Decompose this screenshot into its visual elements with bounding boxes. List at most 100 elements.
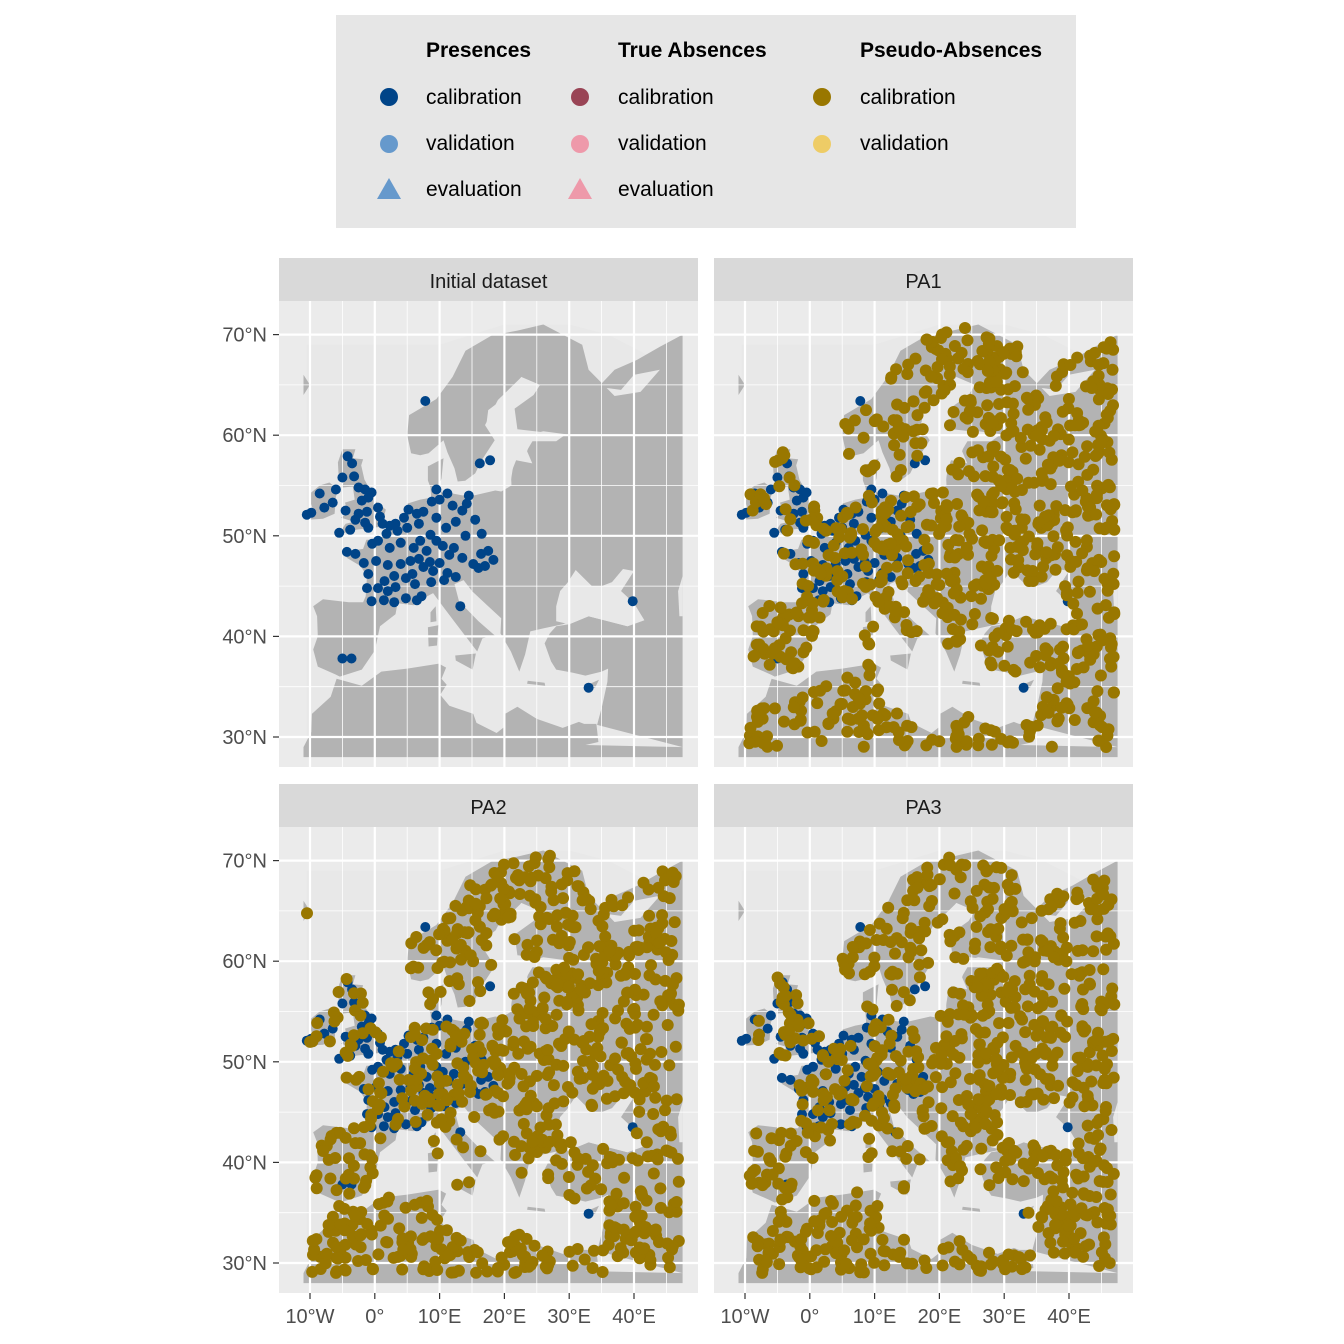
pseudo-absence-point	[1097, 888, 1110, 901]
pseudo-absence-point	[1031, 1087, 1044, 1100]
presence-point	[855, 396, 866, 406]
presence-point	[470, 514, 481, 525]
pseudo-absence-point	[996, 496, 1009, 509]
pseudo-absence-point	[983, 881, 996, 894]
presence-point	[461, 498, 472, 509]
pseudo-absence-point	[1094, 1002, 1107, 1015]
corsica	[865, 606, 872, 623]
pseudo-absence-point	[779, 1049, 792, 1062]
pseudo-absence-point	[494, 1043, 507, 1056]
pseudo-absence-point	[808, 1215, 821, 1228]
pseudo-absence-point	[330, 1265, 343, 1278]
pseudo-absence-point	[1100, 499, 1113, 512]
pseudo-absence-point	[954, 613, 967, 626]
presence-point	[476, 528, 487, 539]
pseudo-absence-point	[1094, 669, 1107, 682]
pseudo-absence-point	[784, 1036, 797, 1049]
presence-point	[431, 1010, 442, 1021]
presence-point	[425, 529, 436, 540]
pseudo-absence-point	[819, 1243, 832, 1256]
x-tick-label: 30°E	[547, 1306, 591, 1328]
presence-point	[416, 591, 427, 602]
presence-point	[373, 502, 383, 513]
pseudo-absence-point	[1039, 1046, 1052, 1059]
pseudo-absence-point	[1062, 402, 1075, 415]
pseudo-absence-point	[1068, 916, 1081, 929]
pseudo-absence-point	[771, 739, 783, 752]
pseudo-absence-point	[1021, 933, 1034, 946]
pseudo-absence-point	[940, 1136, 953, 1149]
legend-key-absence-calibration	[571, 88, 589, 106]
pseudo-absence-point	[860, 1080, 873, 1093]
pseudo-absence-point	[941, 1015, 954, 1028]
pseudo-absence-point	[969, 1121, 982, 1134]
pseudo-absence-point	[659, 974, 672, 987]
pseudo-absence-point	[991, 564, 1004, 577]
pseudo-absence-point	[1064, 1198, 1077, 1211]
pseudo-absence-point	[868, 1256, 881, 1269]
pseudo-absence-point	[900, 624, 913, 637]
pseudo-absence-point	[1101, 584, 1114, 597]
pseudo-absence-point	[1074, 1051, 1087, 1064]
pseudo-absence-point	[944, 859, 957, 872]
pseudo-absence-point	[790, 606, 803, 619]
pseudo-absence-point	[913, 1153, 926, 1166]
pseudo-absence-point	[480, 892, 493, 905]
pseudo-absence-point	[988, 725, 1001, 738]
pseudo-absence-point	[936, 607, 949, 620]
pseudo-absence-point	[907, 1063, 920, 1075]
pseudo-absence-point	[442, 1249, 454, 1262]
pseudo-absence-point	[608, 1230, 620, 1243]
presence-point	[455, 601, 466, 612]
pseudo-absence-point	[392, 1045, 405, 1058]
pseudo-absence-point	[306, 1265, 319, 1278]
pseudo-absence-point	[542, 1118, 555, 1131]
pseudo-absence-point	[885, 1068, 897, 1081]
pseudo-absence-point	[863, 669, 876, 682]
presence-point	[400, 593, 411, 604]
pseudo-absence-point	[851, 1186, 864, 1199]
pseudo-absence-point	[911, 871, 924, 884]
pseudo-absence-point	[868, 415, 881, 428]
pseudo-absence-point	[608, 1221, 621, 1234]
pseudo-absence-point	[489, 1056, 502, 1069]
pseudo-absence-point	[362, 1083, 375, 1096]
pseudo-absence-point	[795, 1114, 808, 1127]
pseudo-absence-point	[311, 1017, 324, 1029]
pseudo-absence-point	[1095, 1246, 1108, 1259]
pseudo-absence-point	[845, 546, 858, 559]
pseudo-absence-point	[330, 1240, 343, 1253]
pseudo-absence-point	[455, 953, 468, 966]
pseudo-absence-point	[990, 1088, 1003, 1101]
pseudo-absence-point	[543, 1135, 556, 1148]
pseudo-absence-point	[585, 1098, 598, 1111]
x-tick-label: 0°	[800, 1306, 819, 1328]
pseudo-absence-point	[617, 1197, 630, 1210]
pseudo-absence-point	[367, 1263, 379, 1276]
pseudo-absence-point	[779, 989, 792, 1002]
pseudo-absence-point	[806, 629, 818, 642]
crete	[962, 680, 981, 686]
pseudo-absence-point	[940, 1030, 953, 1043]
pseudo-absence-point	[571, 1065, 584, 1078]
pseudo-absence-point	[1068, 714, 1081, 726]
pseudo-absence-point	[377, 1065, 389, 1078]
pseudo-absence-point	[641, 1033, 654, 1046]
pseudo-absence-point	[1057, 890, 1070, 903]
pseudo-absence-point	[388, 1059, 401, 1072]
pseudo-absence-point	[1036, 999, 1048, 1012]
pseudo-absence-point	[930, 568, 943, 581]
sicily	[890, 653, 911, 670]
pseudo-absence-point	[920, 333, 933, 346]
pseudo-absence-point	[867, 1024, 880, 1037]
presence-point	[772, 472, 783, 483]
pseudo-absence-point	[580, 1182, 593, 1195]
pseudo-absence-point	[586, 1262, 599, 1274]
x-tick-label: 40°E	[612, 1306, 656, 1328]
pseudo-absence-point	[936, 1259, 949, 1272]
pseudo-absence-point	[771, 616, 784, 629]
pseudo-absence-point	[1005, 417, 1018, 430]
pseudo-absence-point	[981, 998, 994, 1011]
pseudo-absence-point	[636, 1242, 649, 1255]
y-tick-label: 70°N	[222, 851, 267, 873]
